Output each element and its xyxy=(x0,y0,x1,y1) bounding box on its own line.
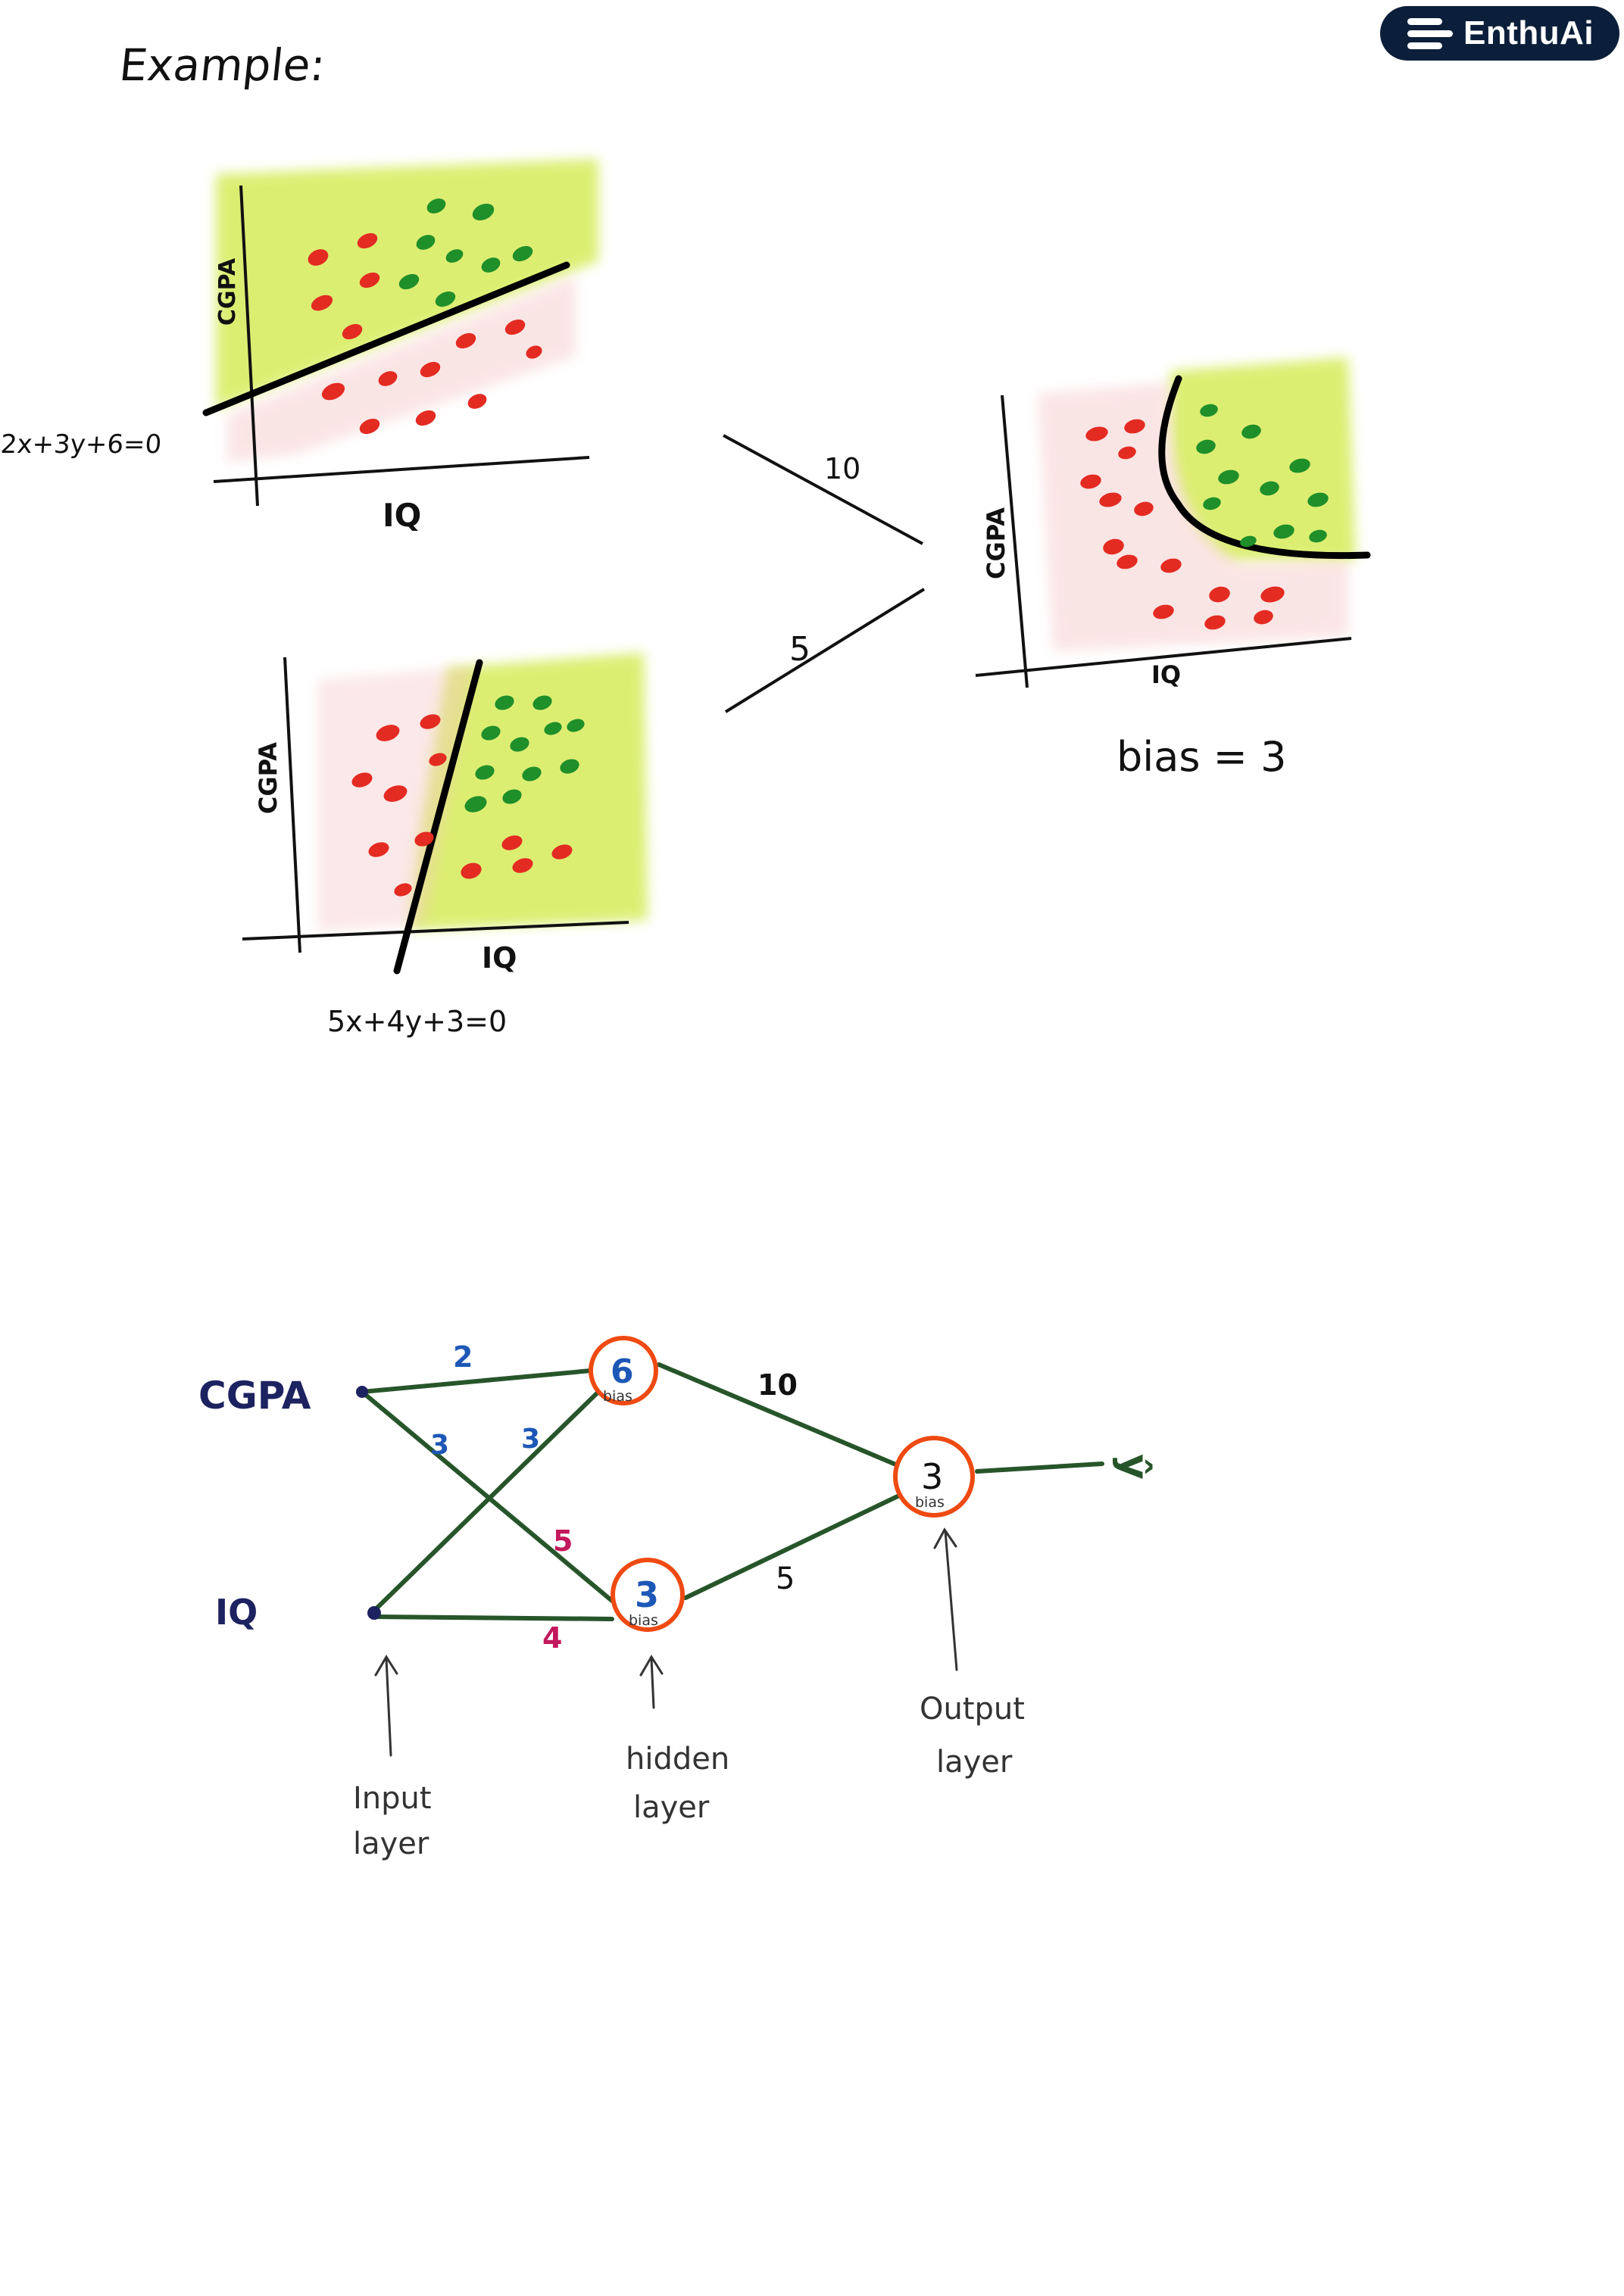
plot-1-ylabel: CGPA xyxy=(214,257,241,326)
input-label-iq: IQ xyxy=(215,1592,258,1633)
weight-cgpa-h1: 2 xyxy=(453,1340,473,1374)
plot-2-green-region xyxy=(409,653,648,930)
plot-2-xlabel: IQ xyxy=(482,941,517,975)
plot-3-y-axis xyxy=(1001,395,1029,688)
plot-1-y-axis xyxy=(239,185,259,507)
plot-2-x-axis xyxy=(242,921,629,941)
combine-connectors: 10 5 xyxy=(723,434,926,713)
arrow-output-layer xyxy=(933,1527,958,1671)
plot-3-bias-text: bias = 3 xyxy=(1116,733,1286,781)
hidden-layer-label-line2: layer xyxy=(633,1790,710,1825)
hidden-node-2: 3 bias xyxy=(611,1558,685,1632)
output-yhat: ŷ xyxy=(1111,1454,1157,1480)
edge-out-yhat xyxy=(975,1462,1104,1474)
plot-1-x-axis xyxy=(213,456,590,483)
plot-3-decision-curve xyxy=(1158,375,1371,560)
weight-cgpa-h2: 5 xyxy=(553,1524,573,1558)
plot-3-green-points xyxy=(1196,404,1329,547)
plot-1-equation: 2x+3y+6=0 xyxy=(0,429,163,460)
neural-network: CGPA IQ 2 3 3 5 4 10 5 6 bias 3 bias 3 b… xyxy=(198,1336,1157,1861)
plot-3: CGPA IQ bias = 3 xyxy=(975,357,1371,781)
plot-2-red-points xyxy=(351,714,573,897)
plot-1-xlabel: IQ xyxy=(383,497,421,534)
plot-1-decision-line xyxy=(202,261,570,416)
combine-line-bottom xyxy=(724,588,926,713)
plot-3-xlabel: IQ xyxy=(1151,660,1181,689)
weight-iq-h2: 4 xyxy=(542,1621,562,1655)
combine-weight-top: 10 xyxy=(824,452,860,485)
arrow-input-layer xyxy=(374,1655,398,1757)
plot-2-ylabel: CGPA xyxy=(254,742,283,814)
brand-name: EnthuAi xyxy=(1463,14,1594,51)
output-node-tag: bias xyxy=(915,1494,945,1511)
plot-2-decision-line xyxy=(393,659,483,975)
edge-iq-h1 xyxy=(373,1388,602,1611)
hidden-node-1-tag: bias xyxy=(603,1388,632,1405)
output-node-value: 3 xyxy=(921,1456,943,1497)
edge-h2-out xyxy=(683,1493,901,1600)
input-layer-label-line1: Input xyxy=(353,1781,432,1816)
plot-2-green-points xyxy=(464,695,585,813)
hidden-layer-label-line1: hidden xyxy=(626,1742,729,1777)
hidden-node-2-tag: bias xyxy=(629,1612,658,1629)
input-layer-label-line2: layer xyxy=(353,1827,429,1861)
input-node-iq xyxy=(367,1606,381,1620)
weight-h2-out: 5 xyxy=(776,1561,795,1596)
output-node: 3 bias xyxy=(893,1436,975,1518)
edge-cgpa-h2 xyxy=(360,1390,614,1603)
input-node-cgpa xyxy=(356,1386,368,1398)
combine-weight-bottom: 5 xyxy=(789,630,810,669)
brand-badge: EnthuAi xyxy=(1380,6,1619,61)
plot-3-x-axis xyxy=(975,637,1352,677)
hidden-node-2-value: 3 xyxy=(635,1574,659,1615)
output-layer-label-line1: Output xyxy=(920,1692,1025,1727)
arrow-hidden-layer xyxy=(639,1655,664,1709)
plot-3-red-points xyxy=(1080,419,1285,630)
weight-h1-out: 10 xyxy=(757,1368,798,1402)
plot-1-green-points xyxy=(398,198,533,307)
plot-2-y-axis xyxy=(283,657,301,953)
plot-1: CGPA IQ 2x+3y+6=0 xyxy=(0,159,598,534)
weight-cgpa-mark: 3 xyxy=(430,1430,449,1461)
plot-1-pink-region xyxy=(227,276,576,462)
edge-h1-out xyxy=(657,1362,900,1468)
plot-2-equation: 5x+4y+3=0 xyxy=(327,1005,507,1038)
plot-2: CGPA IQ 5x+4y+3=0 xyxy=(242,653,648,1038)
plot-3-ylabel: CGPA xyxy=(982,507,1010,579)
output-layer-label-line2: layer xyxy=(936,1745,1013,1780)
combine-line-top xyxy=(723,434,923,545)
menu-lines-icon xyxy=(1407,17,1453,49)
plot-1-red-points xyxy=(308,232,542,435)
weight-iq-h1: 3 xyxy=(521,1424,540,1455)
edge-iq-h2 xyxy=(373,1614,614,1621)
hidden-node-1-value: 6 xyxy=(611,1352,634,1391)
edge-cgpa-h1 xyxy=(360,1368,593,1394)
input-label-cgpa: CGPA xyxy=(198,1374,311,1418)
hidden-node-1: 6 bias xyxy=(589,1336,658,1405)
